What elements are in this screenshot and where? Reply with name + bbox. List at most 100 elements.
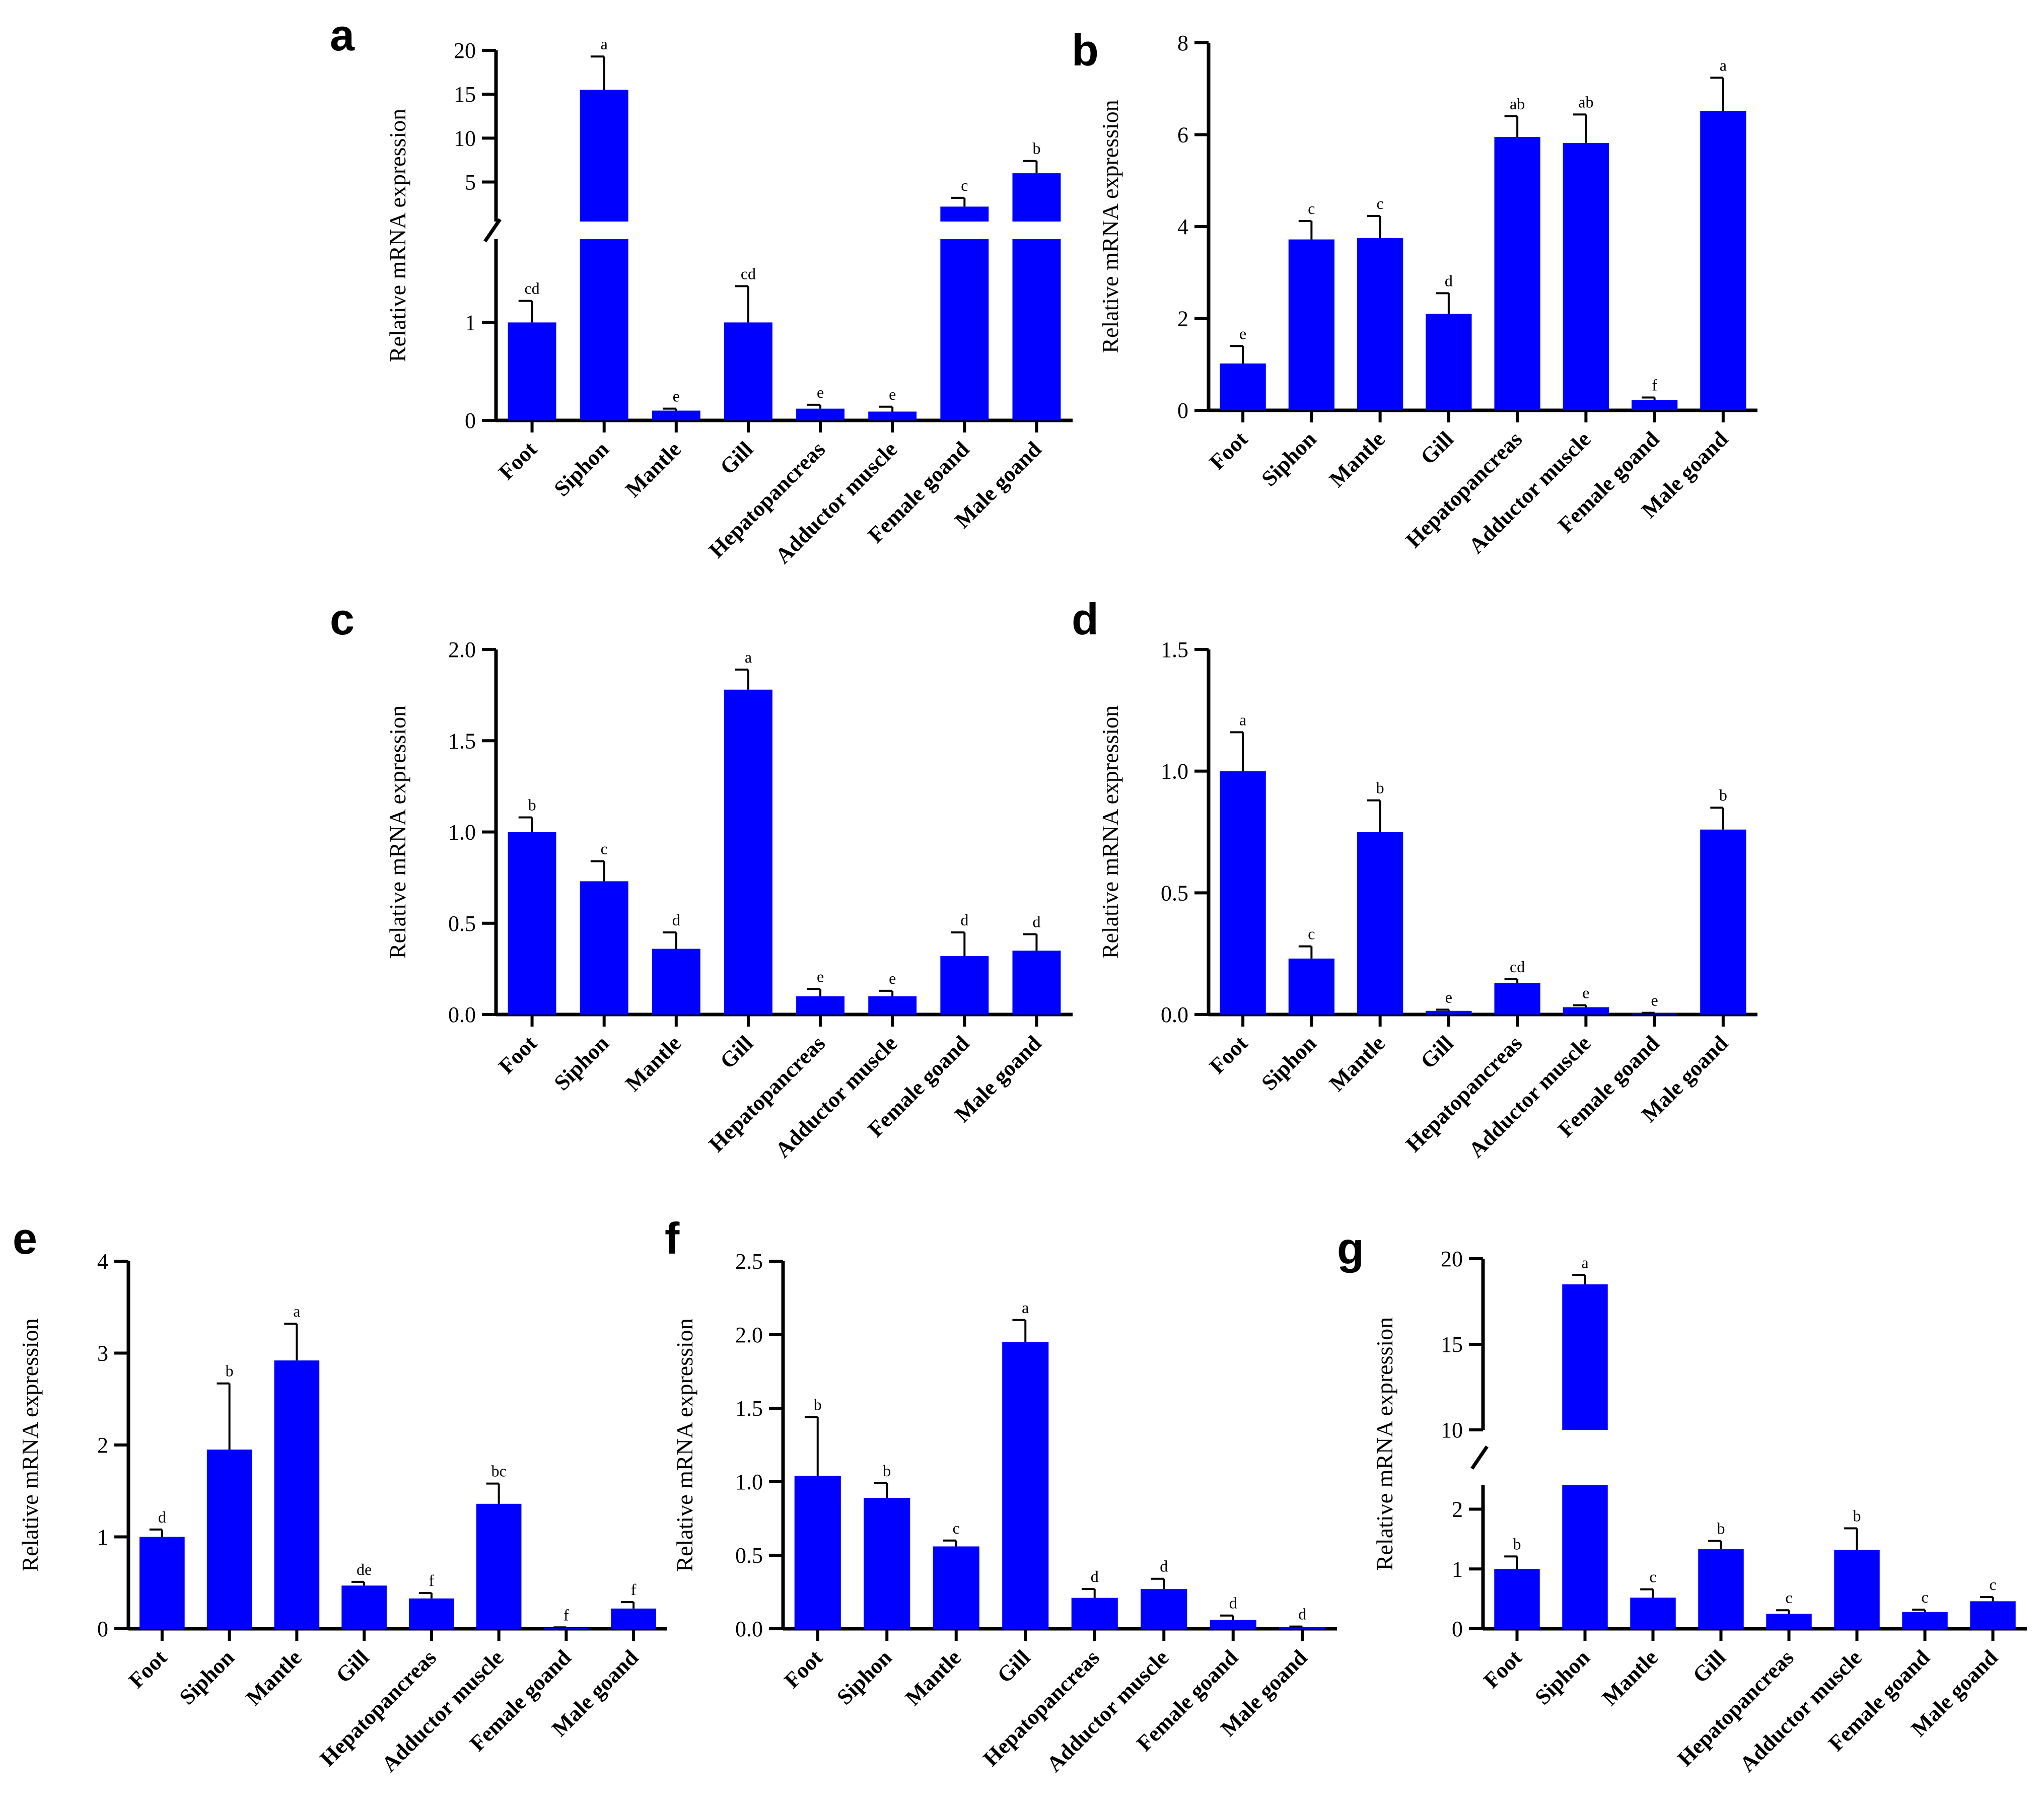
bar-3 [724,689,772,1015]
significance-letter: bc [491,1462,507,1480]
bar-3 [1426,1010,1472,1015]
y-tick-label: 0.5 [448,911,476,936]
significance-letter: c [1377,194,1384,212]
y-tick-label: 15 [1441,1332,1463,1357]
y-tick-label: 0.5 [1161,881,1188,905]
bar-1-upper [1562,1284,1608,1430]
y-tick-label: 8 [1177,31,1188,55]
bar-2 [1357,832,1403,1015]
y-tick-label: 1.0 [735,1470,763,1494]
significance-letter: f [1652,376,1657,394]
significance-letter: e [673,387,680,405]
significance-letter: e [817,383,824,401]
bar-0 [1220,363,1266,410]
significance-letter: a [745,648,752,666]
significance-letter: c [1649,1568,1656,1586]
panel-letter: a [330,10,355,60]
significance-letter: a [1239,710,1246,729]
significance-letter: b [1513,1535,1521,1553]
y-tick-label: 0.0 [1161,1002,1188,1027]
bar-3 [724,322,772,420]
significance-letter: d [1229,1594,1237,1612]
y-tick-label: 1.0 [448,820,476,845]
bar-6 [940,956,989,1015]
y-axis-label: Relative mRNA expression [1097,705,1123,959]
y-tick-label: 0.0 [735,1617,763,1641]
bar-6-upper [940,206,989,222]
significance-letter: e [817,967,824,985]
significance-letter: a [1720,56,1727,74]
axis-break-mark [483,218,502,243]
significance-letter: c [1308,199,1315,218]
bar-4 [1766,1614,1812,1629]
significance-letter: c [1308,925,1315,943]
bar-1 [1288,239,1335,410]
y-axis-label: Relative mRNA expression [385,705,410,959]
bar-2 [933,1546,979,1629]
y-axis-label: Relative mRNA expression [672,1318,697,1571]
panel-letter: c [330,594,355,644]
bar-0 [139,1537,185,1629]
y-axis-label: Relative mRNA expression [385,109,410,362]
y-tick-label: 0 [1177,398,1188,423]
significance-letter: e [1651,991,1658,1009]
bar-6 [1210,1620,1256,1629]
significance-letter: f [631,1580,637,1599]
bar-4 [1494,983,1540,1015]
panel-letter: g [1337,1223,1364,1273]
y-tick-label: 0 [465,408,476,433]
bar-2 [274,1360,320,1629]
y-tick-label: 0.5 [735,1543,763,1568]
y-tick-label: 1.5 [448,729,476,753]
y-tick-label: 2.0 [735,1323,763,1347]
y-tick-label: 1 [1452,1557,1463,1581]
y-tick-label: 1 [465,310,476,335]
panel-letter: f [665,1213,680,1263]
y-tick-label: 1 [97,1525,108,1550]
significance-letter: ab [1510,95,1525,113]
y-tick-label: 2 [97,1433,108,1458]
significance-letter: c [961,176,968,194]
bar-7-lower [1012,239,1061,420]
y-tick-label: 4 [97,1249,108,1274]
bar-1 [206,1450,252,1629]
y-tick-label: 15 [454,82,476,107]
significance-letter: d [960,911,968,929]
y-tick-label: 0.0 [448,1002,476,1027]
bar-3 [341,1585,387,1629]
significance-letter: a [601,35,608,53]
significance-letter: c [601,840,608,858]
significance-letter: d [1091,1567,1099,1585]
significance-letter: b [814,1396,822,1414]
bar-1 [864,1498,910,1629]
bar-5 [476,1503,522,1629]
significance-letter: d [1032,913,1040,931]
significance-letter: d [672,911,680,929]
significance-letter: b [1717,1519,1725,1537]
bar-4 [796,408,845,420]
y-tick-label: 0 [97,1617,108,1641]
significance-letter: f [563,1606,569,1624]
bar-6 [1631,1013,1678,1015]
bar-6 [1902,1612,1948,1629]
bar-0 [508,322,556,420]
y-tick-label: 10 [454,126,476,151]
bar-7-upper [1012,173,1061,222]
y-tick-label: 0 [1452,1617,1463,1641]
significance-letter: b [1376,779,1384,797]
significance-letter: b [1719,786,1727,804]
bar-3 [1698,1549,1744,1629]
bar-0 [508,832,556,1015]
bar-2 [1630,1598,1676,1629]
significance-letter: e [889,969,896,987]
y-axis-label: Relative mRNA expression [1372,1317,1397,1570]
significance-letter: cd [741,264,756,282]
significance-letter: cd [1510,958,1525,976]
bar-2 [652,949,700,1015]
bar-1-lower [1562,1485,1608,1629]
bar-6-lower [940,239,989,420]
significance-letter: d [1298,1605,1306,1623]
bar-2 [1357,238,1403,410]
bar-0 [794,1476,841,1629]
